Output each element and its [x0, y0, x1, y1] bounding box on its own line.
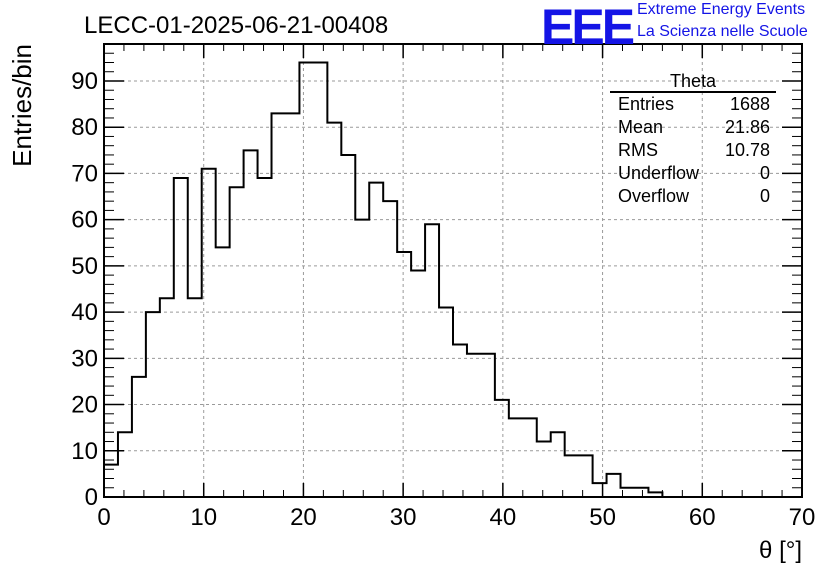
x-tick-label: 0 [97, 504, 110, 531]
x-tick-label: 70 [789, 504, 816, 531]
y-tick-label: 40 [71, 299, 98, 326]
stats-key: Mean [618, 117, 664, 137]
y-tick-label: 60 [71, 207, 98, 234]
y-tick-label: 90 [71, 68, 98, 95]
y-tick-label: 70 [71, 160, 98, 187]
stats-row-rms: RMS 10.78 [610, 139, 776, 162]
logo-line-2: La Scienza nelle Scuole [637, 23, 808, 40]
tick-labels: 0 10 20 30 40 50 60 70 0 10 20 30 40 50 60 70 80 90 [71, 68, 815, 531]
eee-logo: EEE [541, 0, 635, 55]
stats-row-mean: Mean 21.86 [610, 116, 776, 139]
x-axis-label: θ [°] [759, 537, 802, 564]
logo-line-1: Extreme Energy Events [637, 1, 806, 18]
y-tick-label: 0 [85, 484, 98, 511]
stats-value: 21.86 [724, 117, 770, 137]
stats-key: Entries [618, 94, 675, 114]
y-tick-label: 30 [71, 345, 98, 372]
stats-row-entries: Entries 1688 [610, 93, 776, 116]
stats-key: RMS [618, 140, 658, 160]
x-tick-label: 50 [589, 504, 616, 531]
stats-row-underflow: Underflow 0 [610, 162, 776, 185]
x-tick-label: 10 [190, 504, 217, 531]
stats-key: Overflow [618, 186, 690, 206]
histogram-step-line [103, 61, 677, 498]
stats-title: Theta [610, 70, 776, 93]
y-tick-label: 80 [71, 114, 98, 141]
stats-value: 0 [759, 163, 770, 183]
plot-title: LECC-01-2025-06-21-00408 [84, 12, 389, 39]
stats-box: Theta Entries 1688 Mean 21.86 RMS 10.78 … [610, 70, 776, 208]
stats-row-overflow: Overflow 0 [610, 185, 776, 208]
x-tick-label: 30 [390, 504, 417, 531]
stats-value: 1688 [729, 94, 770, 114]
x-tick-label: 20 [290, 504, 317, 531]
x-tick-label: 60 [689, 504, 716, 531]
x-tick-label: 40 [490, 504, 517, 531]
y-tick-label: 10 [71, 438, 98, 465]
stats-value: 0 [759, 186, 770, 206]
y-tick-label: 50 [71, 253, 98, 280]
stats-value: 10.78 [724, 140, 770, 160]
y-axis-label: Entries/bin [7, 44, 37, 167]
plot-frame [103, 43, 803, 498]
y-tick-label: 20 [71, 392, 98, 419]
stats-key: Underflow [618, 163, 700, 183]
